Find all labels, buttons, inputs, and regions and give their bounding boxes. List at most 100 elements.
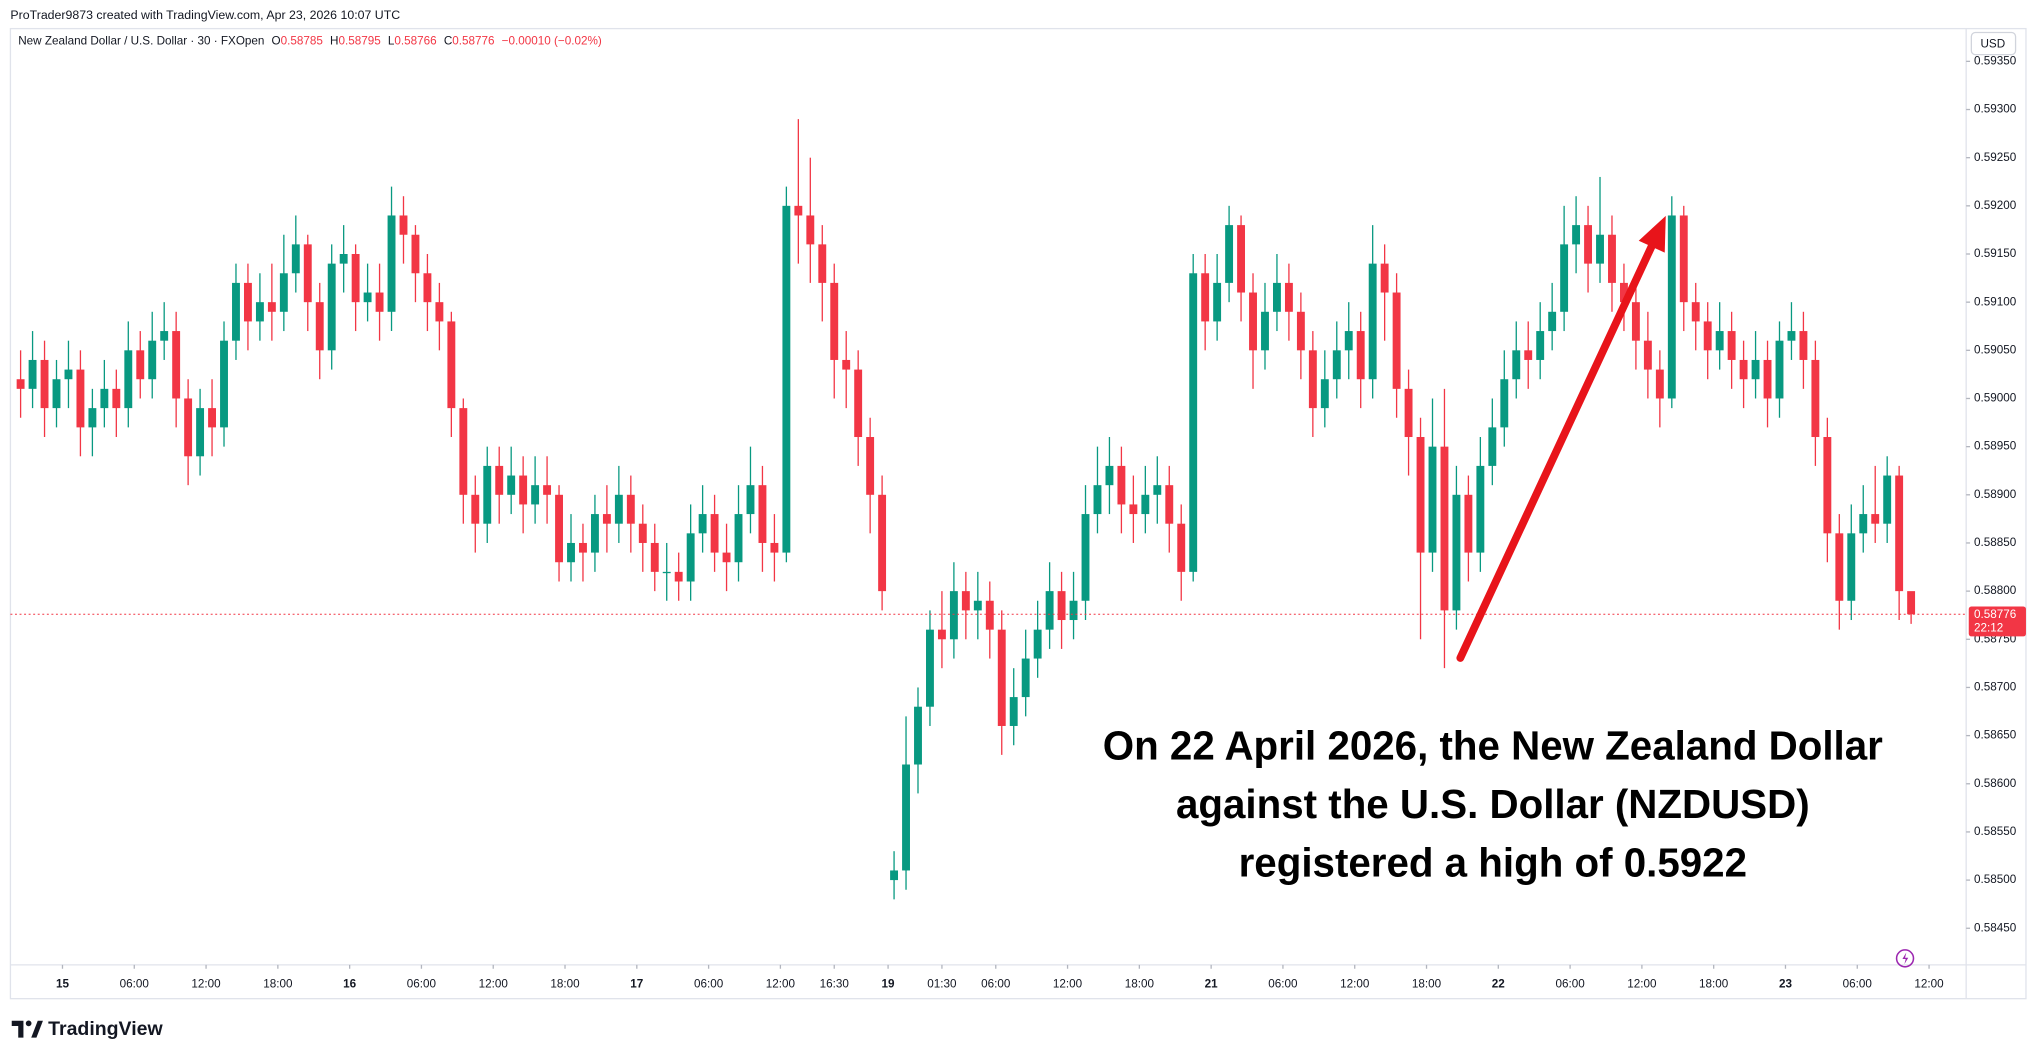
candle-body [1021, 658, 1030, 698]
candle-body [112, 388, 121, 409]
candle-body [1105, 465, 1114, 486]
candle-body [1045, 591, 1054, 630]
candle-body [782, 205, 791, 553]
candle-body [363, 292, 372, 303]
candle-body [997, 629, 1006, 726]
candle-body [1488, 427, 1497, 466]
candle-body [818, 244, 827, 283]
candle-body [1859, 514, 1868, 534]
candle-body [555, 494, 563, 563]
candle-body [1141, 494, 1150, 515]
candle-body [387, 215, 396, 312]
candle-body [1225, 225, 1234, 283]
symbol-title: New Zealand Dollar / U.S. Dollar · 30 · … [18, 35, 264, 48]
candle-body [208, 408, 216, 428]
candles [16, 119, 1916, 900]
candle-body [710, 514, 719, 553]
candle-body [495, 465, 504, 495]
annotation: On 22 April 2026, the New Zealand Dollar… [1103, 724, 1883, 886]
y-tick-label: 0.58700 [1974, 681, 2017, 694]
candle-body [519, 475, 528, 505]
x-tick-label: 06:00 [407, 977, 437, 990]
y-tick-label: 0.59100 [1974, 295, 2017, 308]
candle-body [1129, 504, 1138, 515]
candle-body [1775, 340, 1784, 399]
candle-body [1643, 340, 1652, 370]
candle-body [650, 542, 659, 572]
credit-line: ProTrader9873 created with TradingView.c… [10, 8, 400, 22]
candle-body [184, 398, 193, 457]
candle-body [854, 369, 863, 438]
ohlc-value: 0.58776 [452, 35, 494, 48]
candle-body [590, 514, 599, 553]
brand-name: TradingView [48, 1018, 163, 1040]
candle-body [878, 494, 887, 592]
candle-body [614, 494, 623, 524]
ohlc-key: H [330, 35, 338, 48]
candle-body [327, 263, 336, 351]
x-tick-label: 06:00 [1843, 977, 1873, 990]
candle-body [1679, 215, 1688, 303]
candle-body [399, 215, 408, 235]
x-tick-label: 18:00 [550, 977, 580, 990]
x-tick-label: 12:00 [1627, 977, 1657, 990]
candle-body [1787, 331, 1796, 341]
lightning-icon[interactable] [1895, 949, 1915, 968]
candle-body [1177, 523, 1186, 572]
candle-body [1560, 244, 1569, 312]
logo: TradingView [11, 1018, 163, 1040]
candle-body [1907, 591, 1916, 615]
candle-body [1596, 234, 1604, 264]
candle-body [1344, 331, 1353, 351]
candle-body [1332, 350, 1341, 380]
candle-body [830, 282, 839, 360]
candle-body [1464, 494, 1473, 553]
candle-body [890, 870, 899, 881]
candle-body [196, 408, 205, 457]
logo-mark [31, 1020, 43, 1038]
currency-box[interactable] [1970, 31, 2017, 56]
x-tick-label: 12:00 [1914, 977, 1944, 990]
candle-body [220, 340, 228, 428]
y-tick-label: 0.58950 [1974, 440, 2017, 453]
candle-body [1009, 697, 1018, 726]
candle-body [1261, 311, 1269, 351]
candle-body [579, 542, 587, 553]
candle-body [1823, 437, 1832, 534]
candle-body [243, 282, 252, 322]
candle-body [16, 379, 25, 389]
candle-body [1727, 331, 1736, 360]
candle-body [267, 302, 276, 312]
ohlc-key: O [272, 35, 281, 48]
last-price-box [1968, 606, 2026, 637]
candle-body [1380, 263, 1389, 293]
candle-body [1320, 379, 1329, 409]
candle-body [1284, 282, 1293, 312]
ohlc-value: 0.58795 [339, 35, 382, 48]
candle-body [1631, 302, 1640, 341]
annotation-line: registered a high of 0.5922 [1239, 841, 1747, 886]
candle-body [638, 523, 647, 543]
candle-body [1835, 533, 1844, 601]
candle-body [1308, 350, 1317, 409]
candle-body [1619, 282, 1628, 303]
candle-body [806, 215, 815, 245]
candle-body [1548, 311, 1557, 332]
candle-body [255, 302, 264, 322]
candle-body [1416, 437, 1425, 553]
y-tick-label: 0.58500 [1974, 873, 2017, 886]
change-value: −0.00010 (−0.02%) [502, 35, 602, 48]
candle-body [100, 388, 109, 409]
y-tick-label: 0.58850 [1974, 536, 2017, 549]
candle-body [1667, 215, 1676, 399]
x-tick-label: 19 [882, 977, 896, 990]
candle-body [1500, 379, 1509, 428]
x-tick-label: 23 [1779, 977, 1793, 990]
candle-body [914, 706, 922, 765]
candle-body [973, 600, 982, 611]
x-tick-label: 18:00 [1699, 977, 1729, 990]
candle-body [136, 350, 145, 380]
candle-body [734, 514, 743, 563]
candle-body [674, 571, 683, 582]
